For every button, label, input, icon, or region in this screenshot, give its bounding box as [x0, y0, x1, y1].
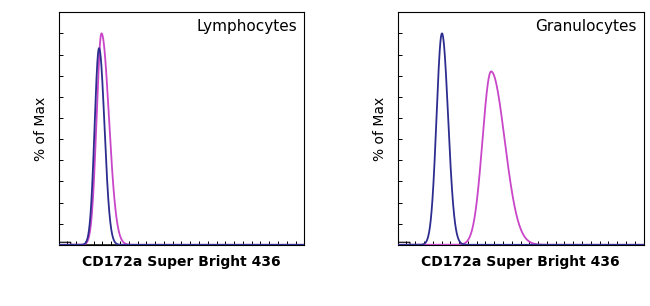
- X-axis label: CD172a Super Bright 436: CD172a Super Bright 436: [82, 255, 281, 269]
- Text: Granulocytes: Granulocytes: [535, 19, 636, 34]
- Y-axis label: % of Max: % of Max: [373, 96, 387, 161]
- Text: Lymphocytes: Lymphocytes: [196, 19, 297, 34]
- Y-axis label: % of Max: % of Max: [34, 96, 48, 161]
- X-axis label: CD172a Super Bright 436: CD172a Super Bright 436: [421, 255, 620, 269]
